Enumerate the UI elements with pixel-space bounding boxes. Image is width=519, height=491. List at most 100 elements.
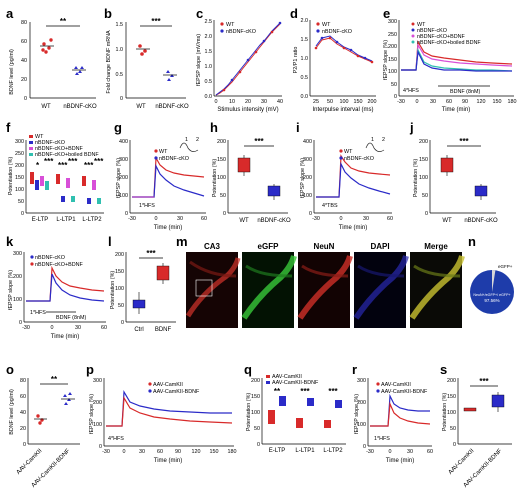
panel-f-ytick-3: 150 bbox=[15, 175, 24, 181]
panel-e-legend-0: WT bbox=[417, 22, 426, 28]
panel-c-ytick-5: 2.5 bbox=[205, 19, 213, 25]
panel-d-ytick-1: 0.5 bbox=[301, 75, 309, 81]
panel-e-xtick-0: -30 bbox=[397, 99, 405, 105]
panel-i-xtick-1: 0 bbox=[340, 216, 343, 222]
panel-b-tick-2: 1.0 bbox=[116, 47, 124, 53]
panel-g-inset-2: 2 bbox=[196, 137, 199, 143]
panel-a: a BDNF level (pg/ml) 0 20 40 60 80 ** WT… bbox=[6, 6, 97, 110]
panel-i: i fEPSP slope (%) 0 100 200 300 400 -30 … bbox=[296, 120, 393, 231]
panel-e-label: e bbox=[383, 6, 390, 21]
panel-f-ytick-5: 250 bbox=[15, 151, 24, 157]
panel-g-ytick-2: 200 bbox=[119, 175, 128, 181]
panel-k-note2: BDNF (8nM) bbox=[56, 315, 86, 321]
panel-l-ytick-2: 100 bbox=[115, 286, 124, 292]
panel-m-title-4: Merge bbox=[424, 242, 448, 251]
panel-q-ylabel: Potentiation (%) bbox=[246, 393, 252, 432]
panel-p-note: 4*HFS bbox=[108, 436, 124, 442]
panel-l-ylabel: Potentiation (%) bbox=[110, 271, 116, 310]
panel-f-xgroup-1: L-LTP1 bbox=[56, 217, 76, 223]
panel-a-tick-1: 20 bbox=[21, 77, 27, 83]
panel-j-ylabel: Potentiation (%) bbox=[413, 159, 419, 198]
panel-i-ytick-3: 300 bbox=[303, 157, 312, 163]
panel-c-xlabel: Stimulus intensity (mV) bbox=[217, 107, 278, 113]
panel-e-ylabel: fEPSP slope (%) bbox=[383, 40, 389, 80]
panel-i-xtick-2: 30 bbox=[363, 216, 369, 222]
panel-l-ytick-1: 50 bbox=[118, 303, 124, 309]
panel-n-label: n bbox=[468, 234, 476, 249]
panel-q-ytick-4: 200 bbox=[251, 378, 260, 384]
panel-p-xtick-3: 60 bbox=[157, 449, 163, 455]
panel-i-label: i bbox=[296, 120, 300, 135]
panel-h-ytick-1: 50 bbox=[220, 193, 226, 199]
panel-e-xtick-3: 60 bbox=[446, 99, 452, 105]
panel-j-group-1: nBDNF-cKO bbox=[464, 218, 498, 224]
panel-f-sig-0: * bbox=[36, 161, 40, 170]
panel-f-xgroup-0: E-LTP bbox=[32, 217, 49, 223]
panel-e-ytick-5: 250 bbox=[388, 32, 397, 38]
panel-i-xlabel: Time (min) bbox=[339, 225, 367, 231]
panel-e-xtick-5: 120 bbox=[477, 99, 486, 105]
panel-b-tick-1: 0.5 bbox=[116, 72, 124, 78]
panel-d-label: d bbox=[290, 6, 298, 21]
panel-g-ylabel: fEPSP slope (%) bbox=[116, 158, 122, 198]
panel-h-group-1: nBDNF-cKO bbox=[257, 218, 291, 224]
panel-f-sig-2: *** bbox=[58, 161, 68, 170]
panel-k-note1: 1*HFS bbox=[30, 310, 46, 316]
panel-e-xtick-1: 0 bbox=[416, 99, 419, 105]
panel-r-note: 1*HFS bbox=[374, 436, 390, 442]
panel-l-group-1: BDNF bbox=[155, 327, 172, 333]
panel-f-ytick-0: 0 bbox=[21, 211, 24, 217]
panel-h-ytick-4: 200 bbox=[217, 139, 226, 145]
panel-e-note1: 4*HFS bbox=[403, 88, 419, 94]
panel-j-ytick-4: 200 bbox=[419, 139, 428, 145]
panel-f-sig-1: *** bbox=[44, 157, 54, 166]
panel-e-ytick-3: 150 bbox=[388, 57, 397, 63]
panel-i-note: 4*TBS bbox=[322, 203, 338, 209]
panel-p-xtick-6: 150 bbox=[210, 449, 219, 455]
panel-k-ytick-3: 300 bbox=[13, 251, 22, 257]
panel-d-xtick-3: 150 bbox=[354, 99, 363, 105]
panel-h: h Potentiation (%) 0 50 100 150 200 *** … bbox=[210, 120, 291, 224]
panel-h-ylabel: Potentiation (%) bbox=[212, 159, 218, 198]
panel-d-legend-0: WT bbox=[322, 22, 331, 28]
panel-r-ytick-2: 200 bbox=[357, 400, 366, 406]
panel-c-xtick-0: 0 bbox=[215, 99, 218, 105]
panel-p-xtick-4: 90 bbox=[175, 449, 181, 455]
panel-e-legend-1: nBDNF-cKO bbox=[417, 28, 447, 34]
panel-k-ytick-2: 200 bbox=[13, 274, 22, 280]
panel-r-legend-0: AAV-CamKII bbox=[381, 382, 411, 388]
panel-c-ytick-0: 0.0 bbox=[205, 94, 213, 100]
panel-m-title-0: CA3 bbox=[204, 242, 221, 251]
panel-s-ytick-0: 0 bbox=[453, 442, 456, 448]
panel-d-xtick-0: 25 bbox=[313, 99, 319, 105]
panel-g-legend-0: WT bbox=[159, 149, 168, 155]
panel-q-label: q bbox=[244, 362, 252, 377]
panel-a-tick-3: 60 bbox=[21, 39, 27, 45]
panel-e-ytick-6: 300 bbox=[388, 19, 397, 25]
panel-s-ytick-3: 150 bbox=[447, 394, 456, 400]
panel-j-ytick-2: 100 bbox=[419, 175, 428, 181]
panel-p-ytick-3: 300 bbox=[93, 378, 102, 384]
panel-c-xtick-4: 40 bbox=[277, 99, 283, 105]
panel-f-sig-5: *** bbox=[94, 157, 104, 166]
panel-d-xlabel: Interpulse interval (ms) bbox=[312, 107, 373, 113]
panel-i-ytick-0: 0 bbox=[309, 211, 312, 217]
panel-a-group-1: nBDNF-cKO bbox=[63, 104, 97, 110]
panel-p-xtick-7: 180 bbox=[228, 449, 237, 455]
panel-k-legend-1: nBDNF-cKO+BDNF bbox=[35, 262, 83, 268]
panel-p-xtick-2: 30 bbox=[139, 449, 145, 455]
panel-d-ytick-2: 1.0 bbox=[301, 56, 309, 62]
panel-i-inset-1: 1 bbox=[371, 137, 374, 143]
panel-j-sig: *** bbox=[459, 137, 469, 146]
panel-d-xtick-2: 100 bbox=[340, 99, 349, 105]
panel-l-ytick-4: 200 bbox=[115, 252, 124, 258]
panel-q-ytick-1: 50 bbox=[254, 426, 260, 432]
panel-l-sig: *** bbox=[146, 249, 156, 258]
panel-q-sig-2: *** bbox=[328, 387, 338, 396]
panel-d-legend-1: nBDNF-cKO bbox=[322, 29, 352, 35]
panel-d-ytick-0: 0.0 bbox=[301, 94, 309, 100]
panel-d-xtick-4: 200 bbox=[368, 99, 377, 105]
panel-q-legend-1: AAV-CamKII-BDNF bbox=[272, 380, 319, 386]
panel-f: f Potentiation (%) 0 50 100 150 200 250 … bbox=[6, 120, 104, 223]
